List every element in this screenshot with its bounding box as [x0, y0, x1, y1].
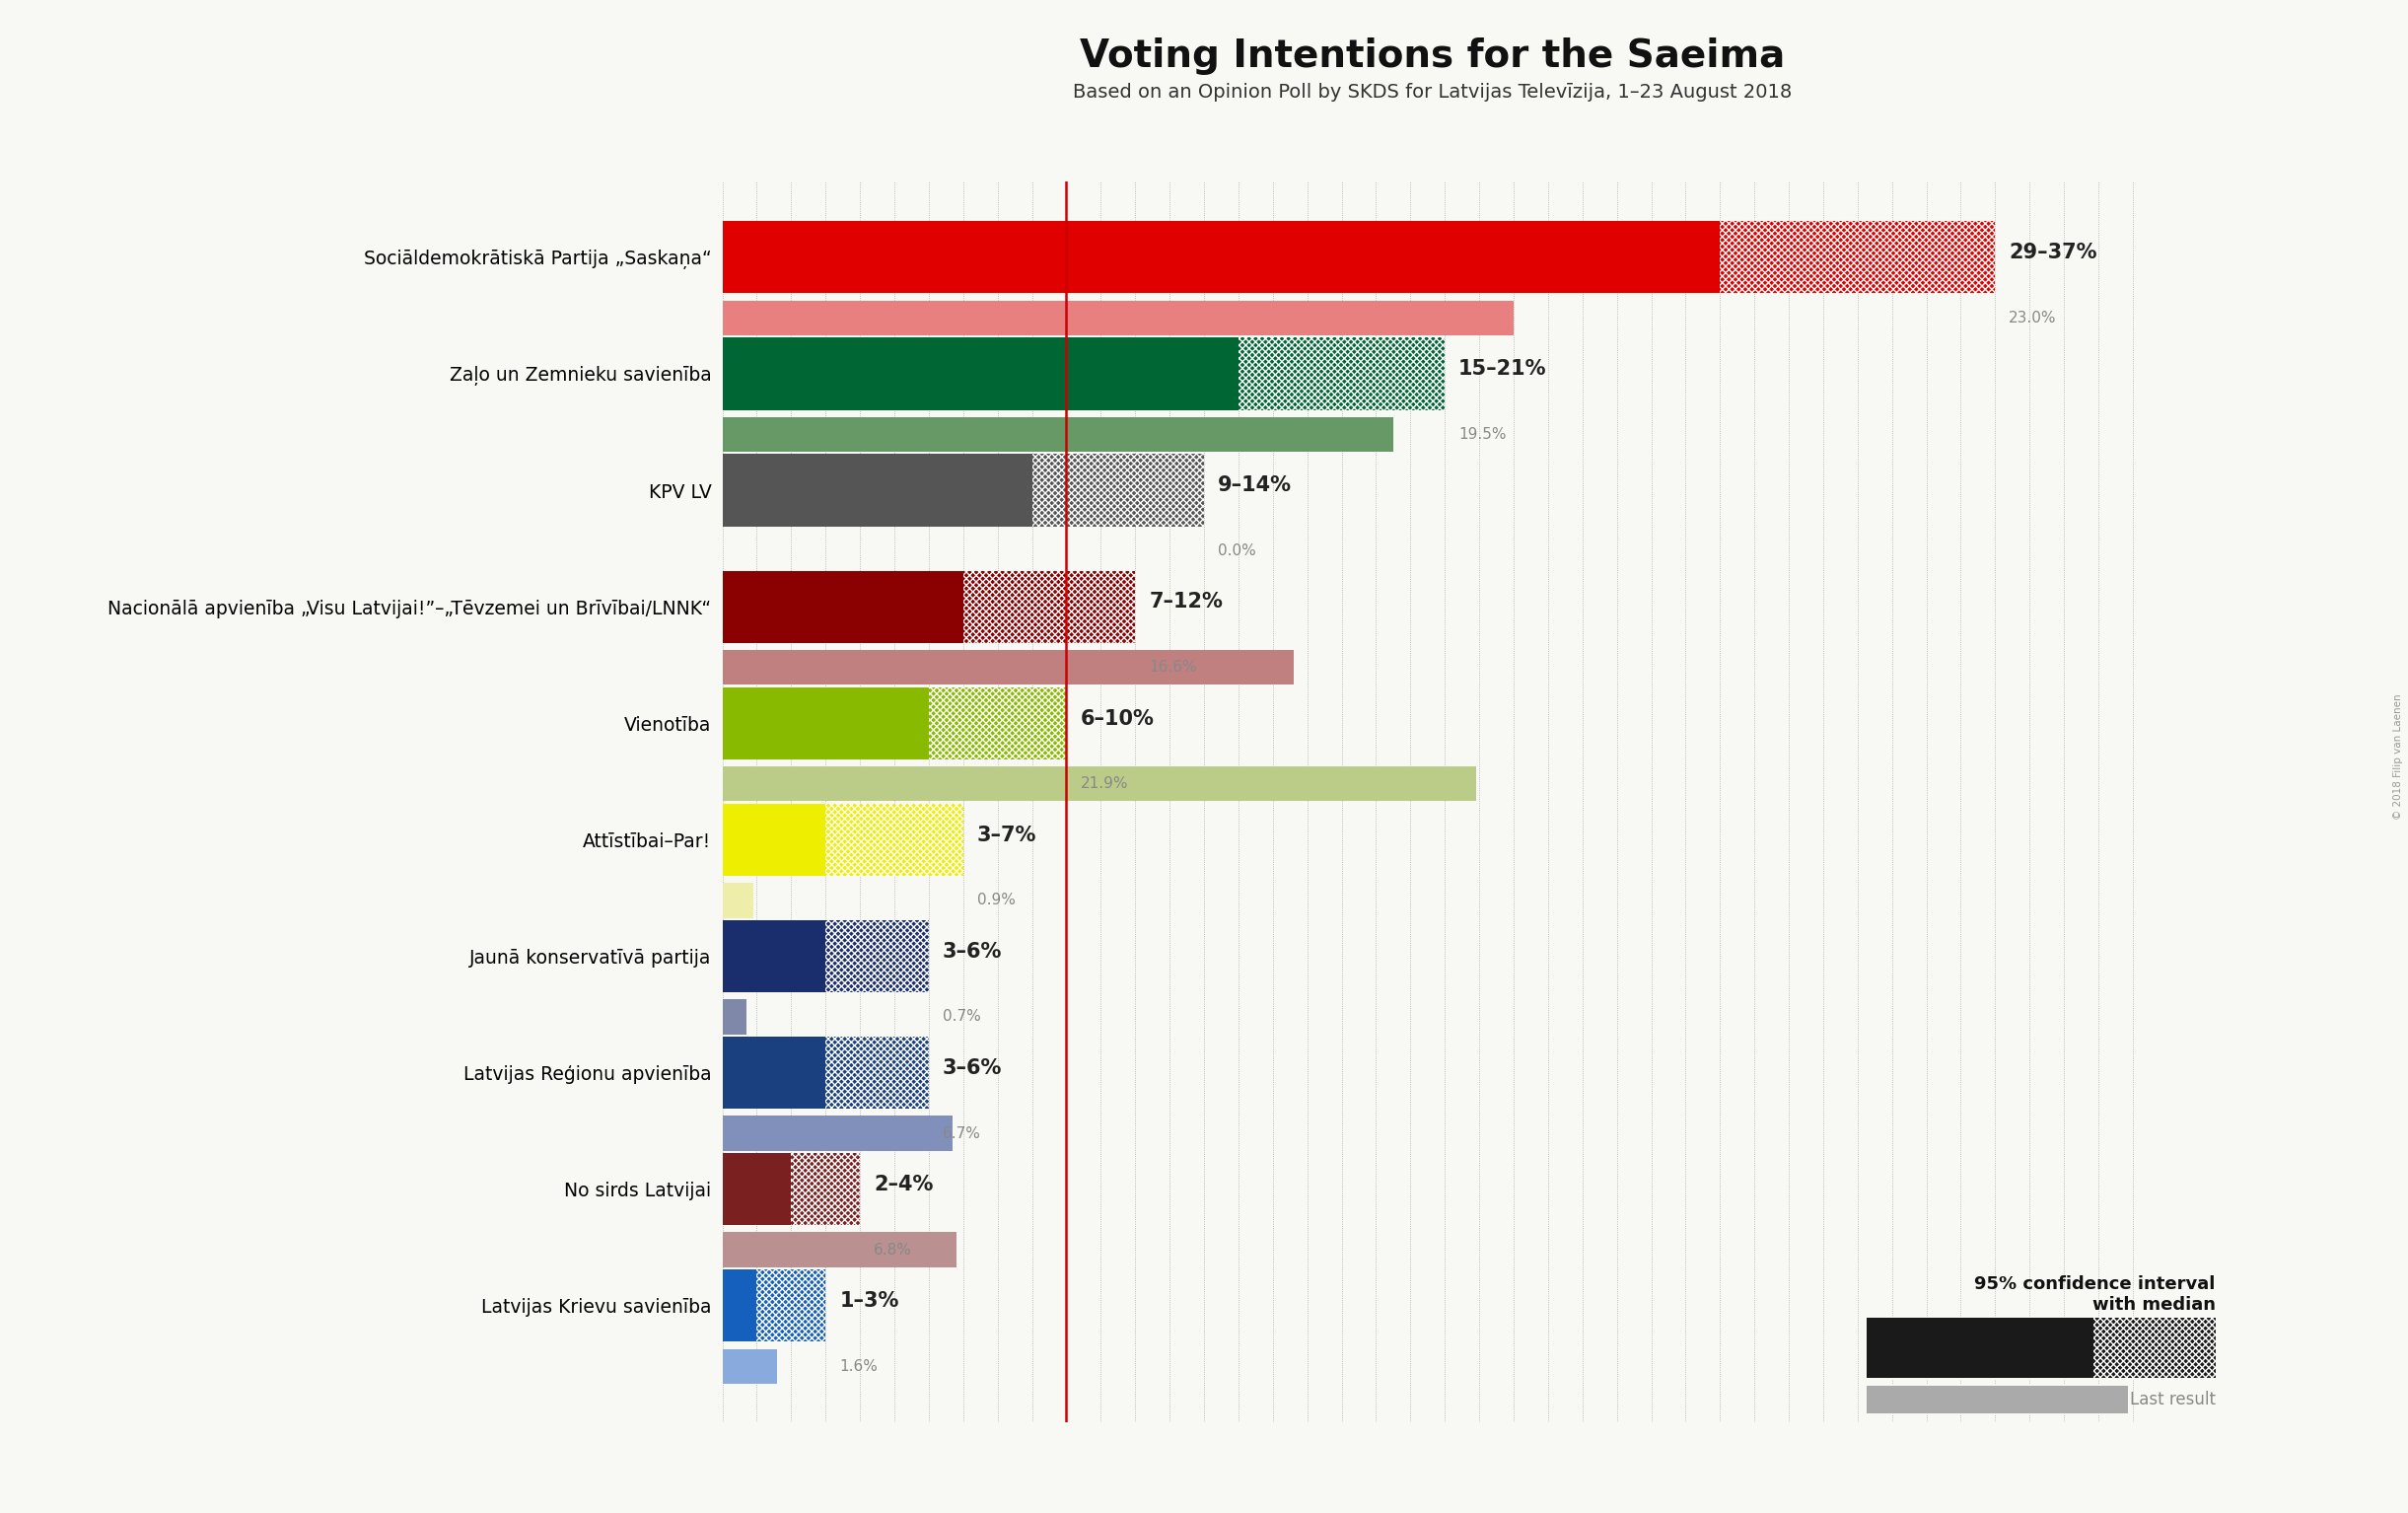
Text: 19.5%: 19.5%: [1459, 427, 1507, 442]
Bar: [826, 803, 963, 876]
Bar: [1866, 1318, 2093, 1378]
Text: 9–14%: 9–14%: [1218, 475, 1291, 495]
Text: 3–6%: 3–6%: [942, 941, 1002, 961]
Bar: [722, 1117, 954, 1151]
Text: Voting Intentions for the Saeima: Voting Intentions for the Saeima: [1081, 38, 1784, 76]
Text: 3–7%: 3–7%: [978, 825, 1035, 844]
Bar: [1866, 1386, 2129, 1413]
Text: 1–3%: 1–3%: [840, 1291, 898, 1310]
Bar: [1238, 337, 1445, 410]
Bar: [722, 1269, 756, 1342]
Text: Last result: Last result: [2129, 1390, 2215, 1409]
Bar: [722, 301, 1515, 336]
Text: 16.6%: 16.6%: [1149, 660, 1197, 675]
Text: 6–10%: 6–10%: [1081, 708, 1153, 728]
Text: 29–37%: 29–37%: [2008, 242, 2097, 262]
Bar: [756, 1269, 826, 1342]
Bar: [722, 1153, 792, 1226]
Bar: [722, 418, 1394, 452]
Bar: [722, 570, 963, 643]
Bar: [722, 1000, 746, 1035]
Bar: [929, 687, 1067, 760]
Bar: [2093, 1318, 2215, 1378]
Text: 0.9%: 0.9%: [978, 893, 1016, 908]
Text: 6.8%: 6.8%: [874, 1242, 913, 1257]
Bar: [722, 920, 826, 993]
Bar: [1033, 454, 1204, 527]
Text: Based on an Opinion Poll by SKDS for Latvijas Televīzija, 1–23 August 2018: Based on an Opinion Poll by SKDS for Lat…: [1074, 83, 1792, 101]
Text: 0.0%: 0.0%: [1218, 543, 1257, 558]
Bar: [826, 1036, 929, 1109]
Text: 3–6%: 3–6%: [942, 1058, 1002, 1077]
Bar: [722, 687, 929, 760]
Bar: [722, 1348, 778, 1384]
Bar: [1719, 221, 1996, 294]
Bar: [722, 454, 1033, 527]
Bar: [722, 1232, 956, 1268]
Text: 1.6%: 1.6%: [840, 1359, 877, 1374]
Bar: [722, 651, 1293, 685]
Bar: [722, 221, 1719, 294]
Text: 95% confidence interval
with median: 95% confidence interval with median: [1975, 1275, 2215, 1313]
Bar: [792, 1153, 860, 1226]
Text: 2–4%: 2–4%: [874, 1174, 934, 1194]
Text: © 2018 Filip van Laenen: © 2018 Filip van Laenen: [2394, 693, 2403, 820]
Bar: [722, 767, 1476, 802]
Bar: [722, 884, 754, 918]
Bar: [963, 570, 1134, 643]
Text: 23.0%: 23.0%: [2008, 310, 2056, 325]
Bar: [826, 920, 929, 993]
Text: 6.7%: 6.7%: [942, 1126, 980, 1141]
Text: 7–12%: 7–12%: [1149, 592, 1223, 611]
Text: 21.9%: 21.9%: [1081, 776, 1127, 791]
Bar: [722, 1036, 826, 1109]
Bar: [722, 337, 1238, 410]
Bar: [722, 803, 826, 876]
Text: 0.7%: 0.7%: [942, 1009, 980, 1024]
Text: 15–21%: 15–21%: [1459, 359, 1546, 378]
